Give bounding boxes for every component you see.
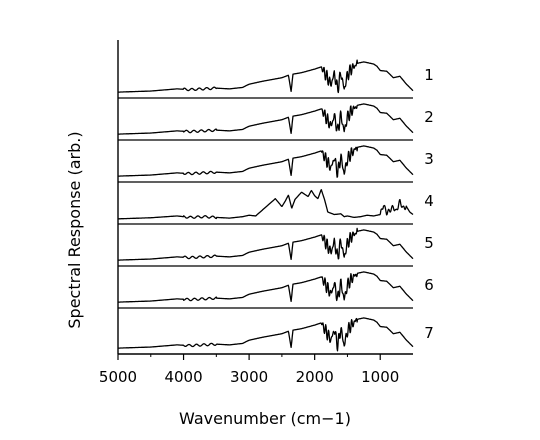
y-axis-title: Spectral Response (arb.) <box>65 131 84 328</box>
x-axis-title: Wavenumber (cm−1) <box>179 409 351 428</box>
trace-label-2: 2 <box>424 108 434 126</box>
spectrum-trace-6 <box>117 271 414 303</box>
traces: 1 2 3 4 5 6 7 <box>117 59 434 352</box>
x-tick-label: 3000 <box>230 368 268 386</box>
x-tick-label: 4000 <box>164 368 202 386</box>
trace-label-1: 1 <box>424 66 434 84</box>
trace-label-4: 4 <box>424 192 434 210</box>
spectrum-trace-7 <box>117 317 414 352</box>
x-tick-label: 5000 <box>99 368 137 386</box>
x-tick-label: 2000 <box>296 368 334 386</box>
spectrum-trace-1 <box>117 59 414 94</box>
trace-label-7: 7 <box>424 324 434 342</box>
trace-label-3: 3 <box>424 150 434 168</box>
trace-label-6: 6 <box>424 276 434 294</box>
spectrum-trace-5 <box>117 227 414 261</box>
x-ticks: 5000 4000 3000 2000 1000 <box>99 354 399 386</box>
spectrum-trace-2 <box>117 103 414 135</box>
axes <box>117 40 413 355</box>
trace-label-5: 5 <box>424 234 434 252</box>
spectrum-trace-4 <box>117 189 414 220</box>
x-tick-label: 1000 <box>361 368 399 386</box>
spectrum-trace-3 <box>117 145 414 178</box>
